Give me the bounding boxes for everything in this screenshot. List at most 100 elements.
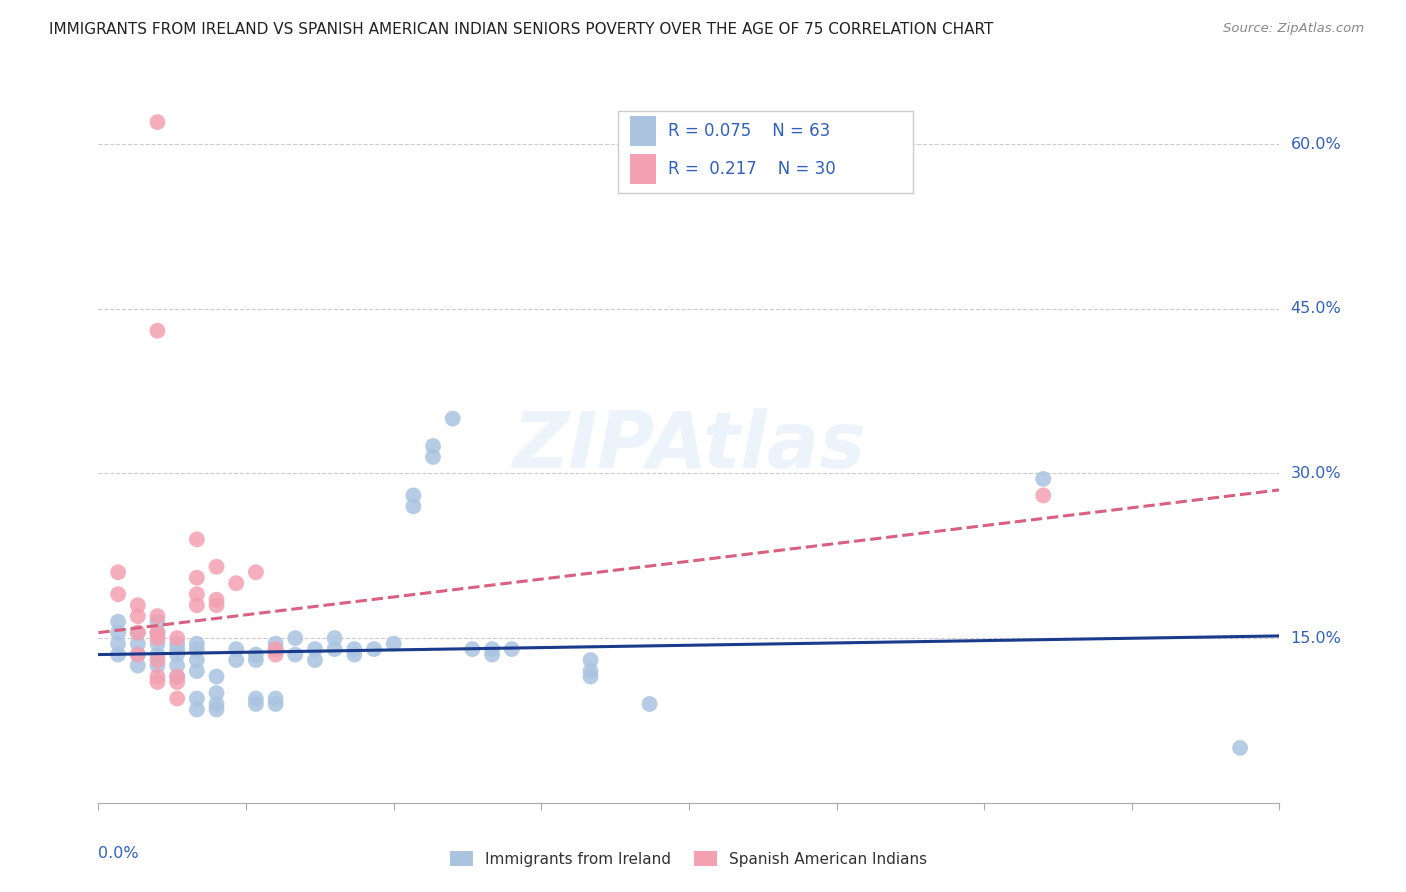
Point [146, 625, 169, 640]
Text: R =  0.217    N = 30: R = 0.217 N = 30 [668, 161, 835, 178]
Text: 30.0%: 30.0% [1291, 466, 1341, 481]
Point [225, 576, 247, 591]
Point [166, 691, 188, 706]
Point [402, 488, 425, 502]
Point [127, 598, 149, 612]
Point [441, 411, 464, 425]
Point [146, 648, 169, 662]
Text: 45.0%: 45.0% [1291, 301, 1341, 317]
Point [146, 658, 169, 673]
Bar [630, 154, 655, 184]
Point [264, 637, 287, 651]
Point [107, 615, 129, 629]
Point [245, 566, 267, 580]
Point [166, 648, 188, 662]
Point [186, 653, 208, 667]
Text: Source: ZipAtlas.com: Source: ZipAtlas.com [1223, 22, 1364, 36]
Point [264, 642, 287, 657]
Point [146, 669, 169, 683]
Point [245, 648, 267, 662]
Point [166, 669, 188, 683]
Point [146, 653, 169, 667]
Point [166, 637, 188, 651]
Point [205, 702, 228, 716]
Point [579, 653, 602, 667]
Point [107, 637, 129, 651]
Text: ZIPAtlas: ZIPAtlas [512, 408, 866, 484]
Bar [630, 116, 655, 145]
Point [501, 642, 523, 657]
Point [323, 631, 346, 645]
Point [245, 653, 267, 667]
Point [166, 642, 188, 657]
Point [264, 697, 287, 711]
Point [166, 658, 188, 673]
Point [225, 642, 247, 657]
Point [186, 691, 208, 706]
Point [284, 648, 307, 662]
Point [166, 669, 188, 683]
Text: R = 0.075    N = 63: R = 0.075 N = 63 [668, 121, 830, 139]
Point [205, 559, 228, 574]
Point [579, 664, 602, 678]
Point [107, 625, 129, 640]
Point [186, 642, 208, 657]
Point [127, 609, 149, 624]
Point [127, 637, 149, 651]
Point [264, 642, 287, 657]
Point [107, 566, 129, 580]
Point [166, 631, 188, 645]
Legend: Immigrants from Ireland, Spanish American Indians: Immigrants from Ireland, Spanish America… [450, 851, 928, 866]
Text: 60.0%: 60.0% [1291, 136, 1341, 152]
Point [107, 587, 129, 601]
Point [186, 571, 208, 585]
Point [205, 592, 228, 607]
Point [186, 664, 208, 678]
Point [127, 648, 149, 662]
Point [304, 642, 326, 657]
Point [146, 631, 169, 645]
Text: IMMIGRANTS FROM IRELAND VS SPANISH AMERICAN INDIAN SENIORS POVERTY OVER THE AGE : IMMIGRANTS FROM IRELAND VS SPANISH AMERI… [49, 22, 994, 37]
Point [146, 675, 169, 690]
Point [127, 648, 149, 662]
Point [264, 691, 287, 706]
Point [186, 587, 208, 601]
Point [422, 450, 444, 464]
Point [186, 598, 208, 612]
Text: 0.0%: 0.0% [98, 846, 139, 861]
Point [146, 637, 169, 651]
Point [127, 625, 149, 640]
Point [107, 648, 129, 662]
Point [1229, 740, 1251, 755]
Point [264, 648, 287, 662]
FancyBboxPatch shape [619, 111, 914, 193]
Point [225, 653, 247, 667]
Point [304, 653, 326, 667]
Point [343, 648, 366, 662]
Point [579, 669, 602, 683]
Point [481, 648, 503, 662]
Point [166, 675, 188, 690]
Point [205, 697, 228, 711]
Point [186, 637, 208, 651]
Point [205, 686, 228, 700]
Point [343, 642, 366, 657]
Point [284, 631, 307, 645]
Point [245, 691, 267, 706]
Point [146, 615, 169, 629]
Point [205, 669, 228, 683]
Point [481, 642, 503, 657]
Point [1032, 472, 1054, 486]
Point [638, 697, 661, 711]
Point [146, 609, 169, 624]
Point [146, 115, 169, 129]
Point [186, 702, 208, 716]
Point [127, 625, 149, 640]
Point [127, 658, 149, 673]
Point [186, 533, 208, 547]
Point [205, 598, 228, 612]
Point [402, 500, 425, 514]
Point [146, 625, 169, 640]
Text: 15.0%: 15.0% [1291, 631, 1341, 646]
Point [382, 637, 405, 651]
